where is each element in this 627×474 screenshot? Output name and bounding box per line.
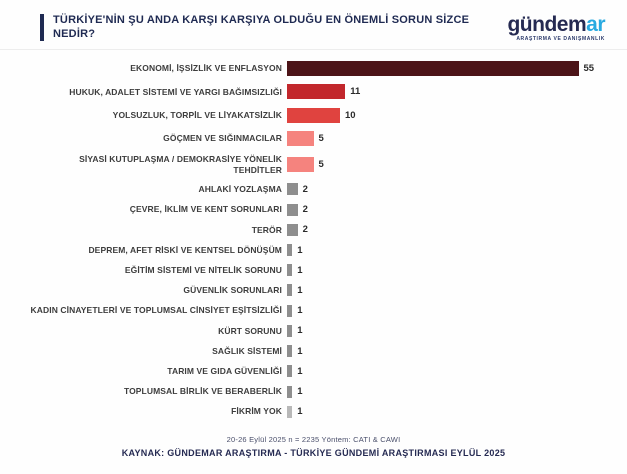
bar-track: 1	[287, 324, 627, 337]
value-label: 1	[297, 406, 303, 418]
logo-part-ar: ar	[586, 12, 605, 36]
bar-track: 1	[287, 345, 627, 358]
methodology-note: 20-26 Eylül 2025 n = 2235 Yöntem: CATI &…	[226, 435, 401, 444]
bar	[287, 107, 340, 123]
value-label: 1	[297, 325, 303, 337]
bar-track: 5	[287, 130, 627, 146]
gundemar-logo: gündemar ARAŞTIRMA VE DANIŞMANLIK	[507, 14, 611, 42]
bar-row: GÖÇMEN VE SIĞINMACILAR 5	[0, 130, 627, 146]
category-label: YOLSUZLUK, TORPİL VE LİYAKATSİZLİK	[112, 109, 282, 120]
bar-track: 2	[287, 183, 627, 196]
category-label: HUKUK, ADALET SİSTEMİ VE YARGI BAĞIMSIZL…	[69, 86, 282, 97]
category-label: SİYASİ KUTUPLAŞMA / DEMOKRASİYE YÖNELİK …	[79, 154, 282, 175]
bar-row: AHLAKİ YOZLAŞMA 2	[0, 183, 627, 196]
value-label: 2	[302, 224, 308, 236]
bar	[287, 264, 293, 277]
value-label: 5	[318, 132, 324, 144]
category-label: TARIM VE GIDA GÜVENLİĞİ	[167, 365, 282, 376]
category-label: ÇEVRE, İKLİM VE KENT SORUNLARI	[129, 204, 282, 215]
horizontal-bar-chart: EKONOMİ, İŞSİZLİK VE ENFLASYON 55 HUKUK,…	[0, 50, 627, 428]
category-label: DEPREM, AFET RİSKİ VE KENTSEL DÖNÜŞÜM	[88, 244, 282, 255]
logo-part-gundem: gündem	[507, 12, 587, 36]
bar-row: FİKRİM YOK 1	[0, 405, 627, 418]
bar-row: EKONOMİ, İŞSİZLİK VE ENFLASYON 55	[0, 61, 627, 77]
logo-tagline: ARAŞTIRMA VE DANIŞMANLIK	[516, 35, 605, 42]
bar-track: 1	[287, 284, 627, 297]
bar	[287, 61, 579, 77]
bar	[287, 183, 298, 196]
bar-track: 1	[287, 385, 627, 398]
value-label: 2	[302, 204, 308, 216]
bar-row: KÜRT SORUNU 1	[0, 324, 627, 337]
bar-track: 55	[287, 61, 627, 77]
category-label: TOPLUMSAL BİRLİK VE BERABERLİK	[123, 386, 282, 397]
bar-row: TARIM VE GIDA GÜVENLİĞİ 1	[0, 365, 627, 378]
bar-track: 2	[287, 223, 627, 236]
page-title: TÜRKİYE'NİN ŞU ANDA KARŞI KARŞIYA OLDUĞU…	[53, 14, 470, 40]
bar	[287, 84, 346, 100]
bar-row: GÜVENLİK SORUNLARI 1	[0, 284, 627, 297]
bar-track: 11	[287, 84, 627, 100]
category-label: KADIN CİNAYETLERİ VE TOPLUMSAL CİNSİYET …	[30, 305, 282, 316]
bar-row: TERÖR 2	[0, 223, 627, 236]
title-wrap: TÜRKİYE'NİN ŞU ANDA KARŞI KARŞIYA OLDUĞU…	[40, 14, 503, 41]
category-label: SAĞLIK SİSTEMİ	[212, 345, 282, 356]
value-label: 1	[297, 305, 303, 317]
bar	[287, 203, 298, 216]
category-label: TERÖR	[251, 224, 282, 235]
bar	[287, 130, 314, 146]
bar-track: 1	[287, 304, 627, 317]
bar-row: SİYASİ KUTUPLAŞMA / DEMOKRASİYE YÖNELİK …	[0, 154, 627, 175]
bar-row: HUKUK, ADALET SİSTEMİ VE YARGI BAĞIMSIZL…	[0, 84, 627, 100]
category-label: GÖÇMEN VE SIĞINMACILAR	[163, 133, 282, 143]
value-label: 1	[297, 345, 303, 357]
category-label: AHLAKİ YOZLAŞMA	[198, 184, 282, 195]
bar	[287, 324, 293, 337]
category-label: EKONOMİ, İŞSİZLİK VE ENFLASYON	[130, 63, 282, 74]
bar-row: YOLSUZLUK, TORPİL VE LİYAKATSİZLİK 10	[0, 107, 627, 123]
bar	[287, 385, 293, 398]
bar-track: 1	[287, 365, 627, 378]
value-label: 5	[318, 159, 324, 171]
bar	[287, 284, 293, 297]
footer: 20-26 Eylül 2025 n = 2235 Yöntem: CATI &…	[0, 428, 627, 474]
value-label: 1	[297, 284, 303, 296]
value-label: 11	[350, 86, 361, 98]
bar	[287, 244, 293, 257]
bar-track: 10	[287, 107, 627, 123]
bar-row: SAĞLIK SİSTEMİ 1	[0, 345, 627, 358]
bar	[287, 157, 314, 173]
value-label: 55	[583, 63, 595, 75]
source-note: KAYNAK: GÜNDEMAR ARAŞTIRMA - TÜRKİYE GÜN…	[121, 448, 506, 458]
category-label: KÜRT SORUNU	[218, 325, 282, 336]
logo-wordmark: gündemar	[507, 14, 605, 35]
value-label: 1	[297, 386, 303, 397]
category-label: EĞİTİM SİSTEMİ VE NİTELİK SORUNU	[124, 264, 282, 275]
category-label: FİKRİM YOK	[231, 406, 282, 417]
bar-track: 2	[287, 203, 627, 216]
title-accent-bar	[40, 14, 44, 41]
bar-track: 1	[287, 264, 627, 277]
bar-row: TOPLUMSAL BİRLİK VE BERABERLİK 1	[0, 385, 627, 398]
bar	[287, 304, 293, 317]
header: TÜRKİYE'NİN ŞU ANDA KARŞI KARŞIYA OLDUĞU…	[0, 0, 627, 50]
value-label: 1	[297, 365, 303, 377]
bar-row: KADIN CİNAYETLERİ VE TOPLUMSAL CİNSİYET …	[0, 304, 627, 317]
value-label: 10	[345, 109, 356, 121]
bar-track: 1	[287, 244, 627, 257]
bar-track: 5	[287, 157, 627, 173]
bar-row: ÇEVRE, İKLİM VE KENT SORUNLARI 2	[0, 203, 627, 216]
bar-track: 1	[287, 405, 627, 418]
bar	[287, 223, 298, 236]
bar-row: DEPREM, AFET RİSKİ VE KENTSEL DÖNÜŞÜM 1	[0, 244, 627, 257]
value-label: 2	[302, 183, 308, 195]
bar	[287, 405, 293, 418]
category-label: GÜVENLİK SORUNLARI	[183, 285, 282, 296]
bar	[287, 345, 293, 358]
value-label: 1	[297, 244, 303, 256]
bar-row: EĞİTİM SİSTEMİ VE NİTELİK SORUNU 1	[0, 264, 627, 277]
bar	[287, 365, 293, 378]
value-label: 1	[297, 264, 303, 276]
